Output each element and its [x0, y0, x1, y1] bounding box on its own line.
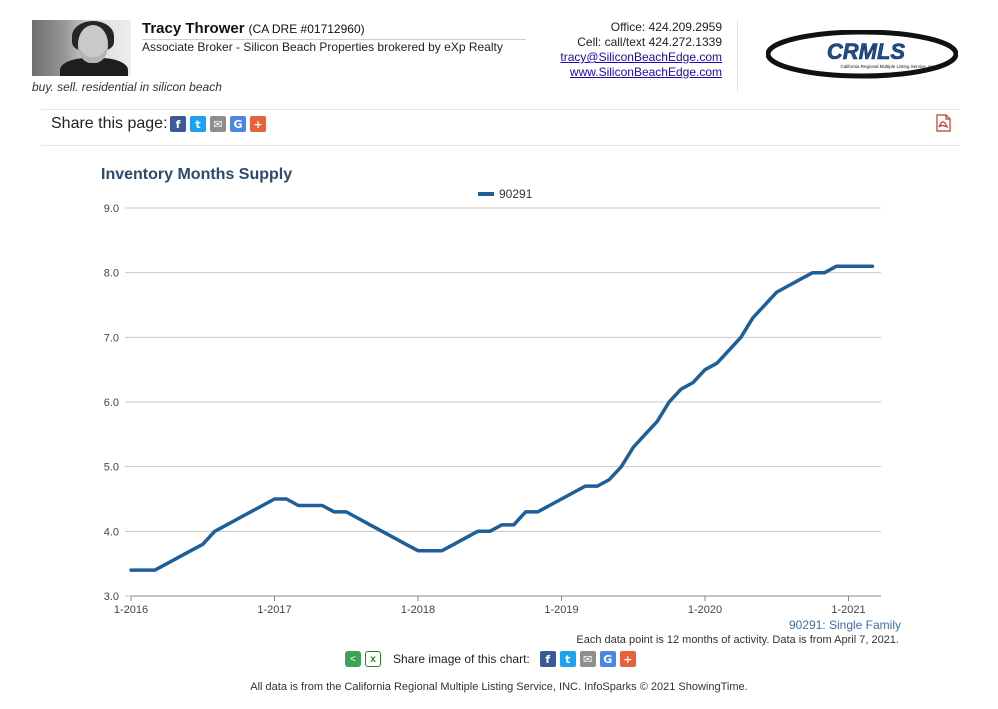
pdf-icon[interactable]: [935, 114, 951, 132]
agent-title: Associate Broker - Silicon Beach Propert…: [142, 40, 503, 54]
agent-name-line: Tracy Thrower (CA DRE #01712960): [142, 20, 365, 37]
y-tick-label: 5.0: [104, 462, 119, 474]
header-divider: [737, 20, 738, 92]
logo-text: CRMLS: [827, 39, 906, 64]
y-tick-label: 9.0: [104, 203, 119, 215]
crmls-logo: CRMLS California Regional Multiple Listi…: [766, 30, 958, 79]
name-divider: [142, 39, 526, 40]
share-rule: [41, 145, 960, 146]
x-tick-label: 1-2018: [401, 604, 435, 616]
cell-phone: Cell: call/text 424.272.1339: [577, 35, 722, 49]
agent-photo: [32, 20, 131, 76]
agent-name: Tracy Thrower: [142, 20, 245, 37]
share-chart-label: Share image of this chart:: [393, 652, 530, 666]
header-rule: [41, 109, 960, 110]
agent-dre: (CA DRE #01712960): [248, 22, 365, 36]
chart-title: Inventory Months Supply: [101, 166, 293, 183]
facebook-icon[interactable]: f: [170, 116, 186, 132]
x-tick-label: 1-2021: [831, 604, 865, 616]
y-tick-label: 8.0: [104, 268, 119, 280]
share-page-icons: f t ✉ G +: [170, 116, 266, 132]
share-page-label: Share this page:: [51, 115, 168, 132]
contact-block: Office: 424.209.2959 Cell: call/text 424…: [560, 20, 722, 80]
y-tick-label: 3.0: [104, 591, 119, 603]
twitter-icon[interactable]: t: [190, 116, 206, 132]
y-tick-label: 7.0: [104, 332, 119, 344]
x-tick-label: 1-2017: [257, 604, 291, 616]
plus-icon[interactable]: +: [250, 116, 266, 132]
office-phone: Office: 424.209.2959: [610, 20, 722, 34]
facebook-icon[interactable]: f: [539, 651, 556, 667]
share-icon[interactable]: <: [345, 651, 361, 667]
plus-icon[interactable]: +: [619, 651, 636, 667]
copyright-note: All data is from the California Regional…: [250, 681, 748, 693]
logo-subtext: California Regional Multiple Listing Ser…: [840, 64, 935, 69]
legend-label: 90291: [499, 187, 533, 201]
twitter-icon[interactable]: t: [559, 651, 576, 667]
email-icon[interactable]: ✉: [210, 116, 226, 132]
y-tick-label: 4.0: [104, 526, 119, 538]
google-icon[interactable]: G: [230, 116, 246, 132]
x-tick-label: 1-2016: [114, 604, 148, 616]
share-chart-icons: f t ✉ G +: [539, 651, 636, 667]
email-link[interactable]: tracy@SiliconBeachEdge.com: [560, 50, 722, 64]
google-icon[interactable]: G: [599, 651, 616, 667]
website-link[interactable]: www.SiliconBeachEdge.com: [569, 65, 722, 79]
series-note: 90291: Single Family: [788, 618, 901, 632]
data-note: Each data point is 12 months of activity…: [576, 634, 899, 646]
email-icon[interactable]: ✉: [579, 651, 596, 667]
share-chart-row: < x Share image of this chart: f t ✉ G +: [345, 650, 636, 668]
x-tick-label: 1-2020: [688, 604, 722, 616]
y-tick-label: 6.0: [104, 397, 119, 409]
excel-icon[interactable]: x: [365, 651, 381, 667]
series-line-90291: [129, 264, 875, 572]
x-tick-label: 1-2019: [544, 604, 578, 616]
tagline: buy. sell. residential in silicon beach: [32, 80, 222, 94]
